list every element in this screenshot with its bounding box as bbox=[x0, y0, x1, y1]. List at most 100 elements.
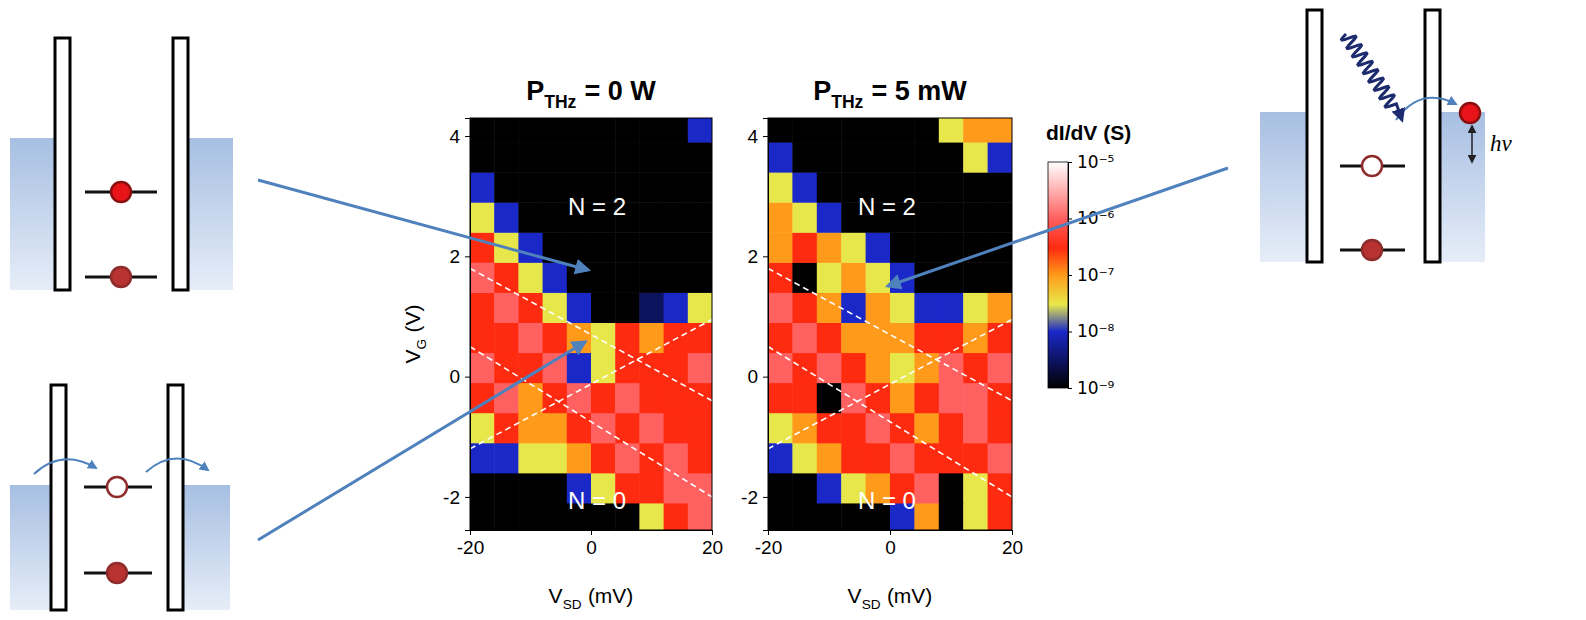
guide-line bbox=[768, 319, 1012, 448]
region-label: N = 2 bbox=[568, 193, 626, 220]
electron bbox=[1362, 240, 1382, 260]
tick-mark bbox=[465, 377, 470, 378]
barrier bbox=[173, 38, 188, 290]
heatmap-cell bbox=[543, 322, 568, 353]
heatmap-cell bbox=[841, 413, 866, 444]
heatmap-cell bbox=[615, 292, 640, 323]
photon bbox=[1342, 34, 1402, 120]
heatmap-cell bbox=[639, 142, 664, 173]
heatmap-cell bbox=[841, 353, 866, 384]
heatmap-cell bbox=[543, 353, 568, 384]
heatmap-cell bbox=[518, 118, 543, 143]
tick: 10⁻⁵ bbox=[1068, 152, 1114, 172]
heatmap-cell bbox=[817, 172, 842, 203]
tick-label: 10⁻⁷ bbox=[1077, 265, 1115, 285]
region-label: N = 0 bbox=[568, 487, 626, 514]
heatmap-cell bbox=[817, 322, 842, 353]
axis: -20020 bbox=[457, 530, 723, 558]
heatmap-cell bbox=[988, 503, 1012, 530]
heatmap-cell bbox=[639, 232, 664, 263]
heatmap-cell bbox=[914, 118, 939, 143]
heatmap-cell bbox=[470, 202, 495, 233]
heatmap-cell bbox=[963, 118, 988, 143]
tick-mark bbox=[763, 377, 768, 378]
tick-label: 0 bbox=[747, 366, 758, 387]
heatmap-cell bbox=[792, 118, 817, 143]
label-rest: = 5 mW bbox=[871, 76, 967, 106]
heatmap-cell bbox=[792, 383, 817, 414]
tick: 10⁻⁸ bbox=[1068, 321, 1115, 341]
heatmap-cell bbox=[567, 118, 592, 143]
heatmap-cell bbox=[817, 503, 842, 530]
axis-line bbox=[1069, 163, 1073, 389]
barrier bbox=[51, 385, 66, 610]
heatmap-cell bbox=[543, 383, 568, 414]
guide-line bbox=[470, 319, 712, 448]
heatmap-cell bbox=[470, 473, 495, 504]
tick: 20 bbox=[1002, 530, 1023, 558]
heatmap-cell bbox=[768, 503, 793, 530]
heatmap-cell bbox=[817, 142, 842, 173]
region-label: N = 0 bbox=[858, 487, 916, 514]
figure: -20020-2024N = 2N = 0PTHz= 0 WVSD(mV)VG(… bbox=[0, 0, 1586, 620]
heatmap-cell bbox=[841, 118, 866, 143]
plot-area bbox=[470, 118, 712, 530]
tick: -20 bbox=[755, 530, 782, 558]
subscript: THz bbox=[544, 92, 576, 112]
heatmap-cell bbox=[688, 443, 712, 474]
heatmap-cell bbox=[792, 292, 817, 323]
region-label: N = 2 bbox=[858, 193, 916, 220]
label-rest: = 0 W bbox=[584, 76, 656, 106]
heatmap-cell bbox=[591, 142, 616, 173]
heatmap-cell bbox=[591, 262, 616, 293]
panel-title: PTHz= 5 mW bbox=[813, 76, 967, 112]
heatmap-cell bbox=[914, 292, 939, 323]
reservoir bbox=[1440, 112, 1485, 262]
heatmap-cell bbox=[914, 413, 939, 444]
tick-mark bbox=[465, 256, 470, 257]
heatmap-cell bbox=[792, 473, 817, 504]
heatmap-cell bbox=[543, 118, 568, 143]
heatmap-cell bbox=[963, 322, 988, 353]
symbol: V bbox=[848, 584, 862, 607]
heatmap-cell bbox=[890, 322, 915, 353]
heatmap-cell bbox=[615, 443, 640, 474]
heatmap-cell bbox=[866, 383, 891, 414]
tick: 2 bbox=[747, 246, 768, 267]
reservoir bbox=[187, 138, 233, 290]
heatmap-cell bbox=[817, 292, 842, 323]
heatmap-cell bbox=[768, 118, 793, 143]
heatmap-cell bbox=[939, 473, 964, 504]
tick-mark bbox=[1068, 332, 1072, 333]
heatmap-cell bbox=[939, 353, 964, 384]
heatmap-cell bbox=[768, 202, 793, 233]
heatmap-cell bbox=[639, 413, 664, 444]
electron bbox=[107, 563, 127, 583]
tick-label: -20 bbox=[457, 537, 484, 558]
guide-line bbox=[768, 347, 1012, 497]
heatmap-cell bbox=[939, 232, 964, 263]
heatmap-cell bbox=[664, 473, 689, 504]
heatmap-cell bbox=[470, 292, 495, 323]
tick-label: 10⁻⁸ bbox=[1077, 321, 1115, 341]
heatmap-cell bbox=[866, 322, 891, 353]
colorbar-bar bbox=[1048, 162, 1068, 388]
heatmap-cell bbox=[939, 383, 964, 414]
heatmap-cell bbox=[792, 322, 817, 353]
heatmap-cell bbox=[688, 292, 712, 323]
heatmap-cell bbox=[688, 473, 712, 504]
heatmap-cell bbox=[939, 142, 964, 173]
heatmap-cell bbox=[768, 383, 793, 414]
heatmap-cell bbox=[591, 118, 616, 143]
heatmap-cell bbox=[688, 262, 712, 293]
heatmap-cell bbox=[543, 202, 568, 233]
schematics: hν bbox=[10, 10, 1513, 610]
heatmap-cell bbox=[688, 413, 712, 444]
heatmap-cell bbox=[792, 172, 817, 203]
heatmap-cell bbox=[615, 118, 640, 143]
heatmap-cell bbox=[988, 473, 1012, 504]
heatmap-cell bbox=[615, 322, 640, 353]
tick: 0 bbox=[747, 366, 768, 387]
heatmap-cell bbox=[567, 232, 592, 263]
heatmap-cell bbox=[639, 172, 664, 203]
